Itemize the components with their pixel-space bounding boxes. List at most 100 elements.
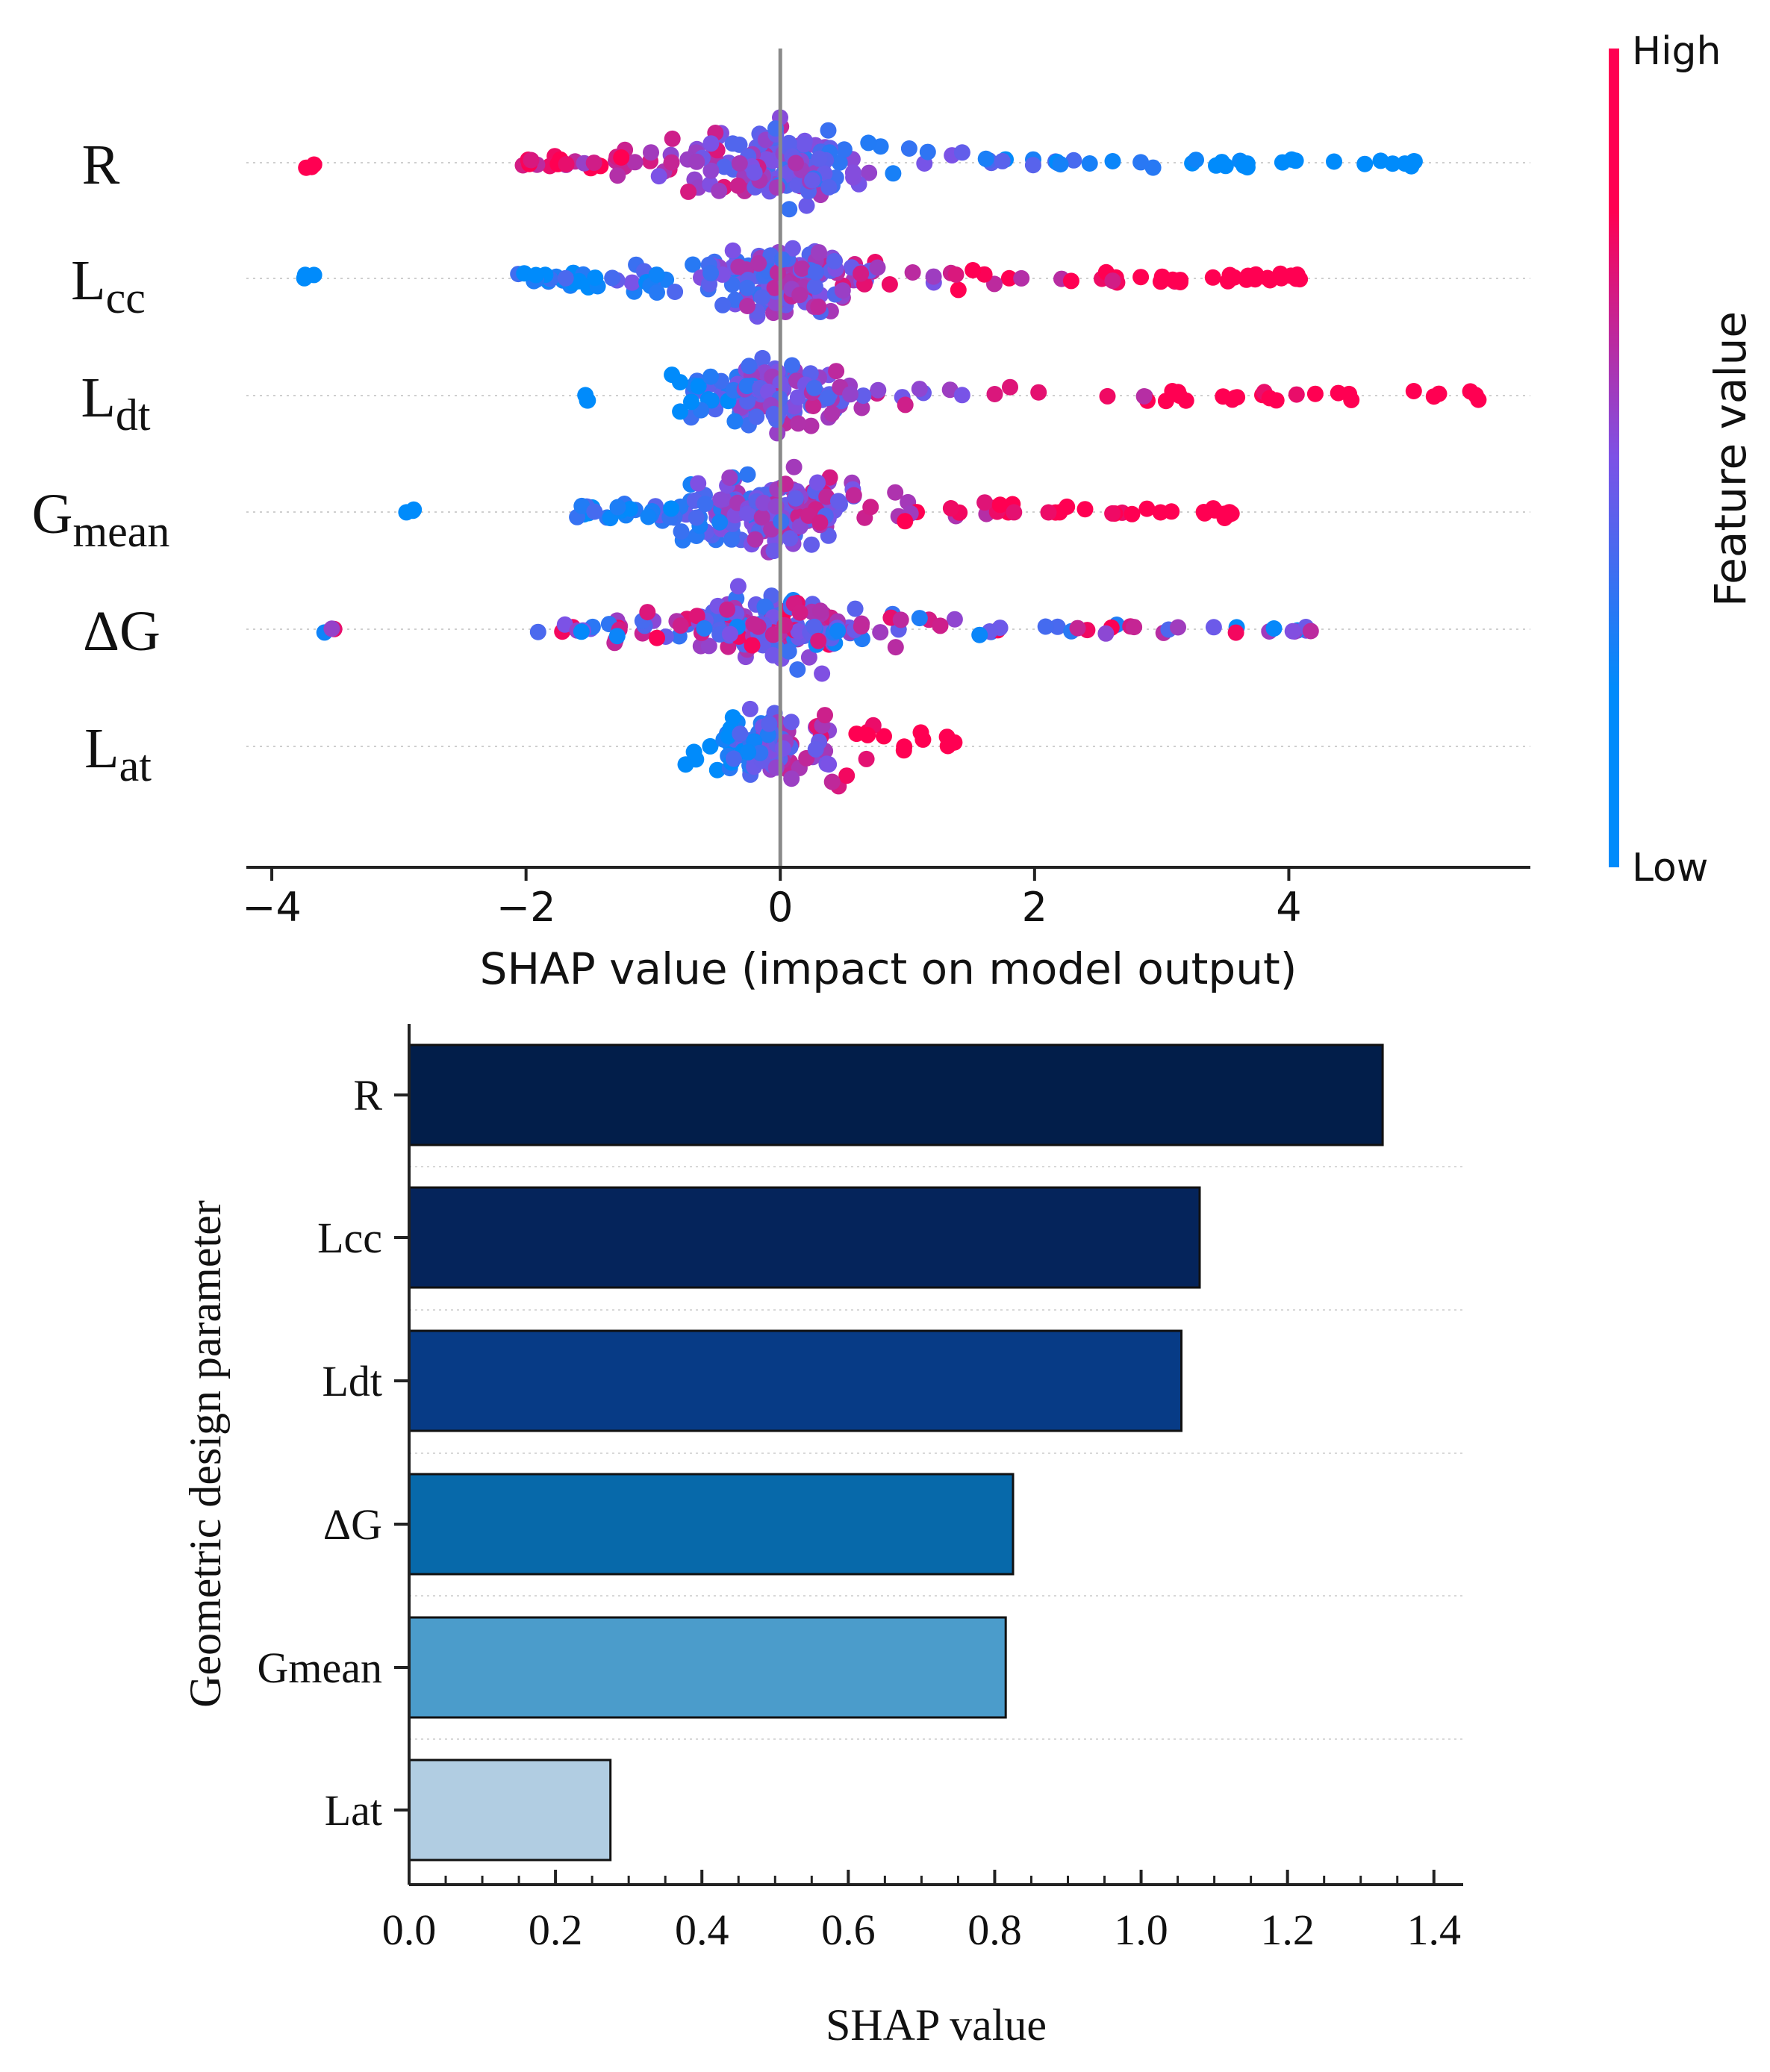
beeswarm-x-axis-label: SHAP value (impact on model output): [480, 943, 1297, 994]
bar-x-ticks: 0.0 0.2 0.4 0.6 0.8 1.0 1.2 1.4: [382, 1870, 1461, 1954]
beeswarm-point: [529, 623, 546, 640]
beeswarm-point: [298, 159, 315, 176]
beeswarm-point: [764, 626, 782, 643]
beeswarm-point: [1013, 269, 1030, 287]
beeswarm-point: [820, 122, 837, 139]
beeswarm-point: [1152, 273, 1169, 290]
beeswarm-point: [765, 405, 782, 422]
colorbar-gradient: [1609, 49, 1619, 867]
beeswarm-point: [1288, 386, 1305, 403]
beeswarm-point: [876, 728, 892, 745]
beeswarm-point: [885, 165, 902, 182]
beeswarm-feature-label: ΔG: [83, 600, 161, 663]
beeswarm-point: [723, 276, 741, 293]
beeswarm-feature-label: Lat: [84, 717, 152, 790]
beeswarm-point: [1430, 385, 1448, 402]
beeswarm-point: [1205, 500, 1222, 517]
beeswarm-point: [842, 386, 858, 403]
beeswarm-point: [835, 141, 853, 158]
beeswarm-point: [667, 284, 684, 300]
beeswarm-point: [768, 179, 785, 196]
beeswarm-point: [821, 469, 838, 486]
beeswarm-point: [690, 475, 707, 492]
beeswarm-point: [811, 514, 829, 531]
beeswarm-point: [1006, 504, 1023, 521]
beeswarm-point: [1356, 155, 1374, 172]
beeswarm-point: [585, 155, 602, 172]
beeswarm-point: [847, 600, 864, 617]
beeswarm-point: [784, 357, 800, 374]
beeswarm-point: [1124, 505, 1141, 522]
beeswarm-point: [1132, 154, 1150, 171]
beeswarm-point: [897, 513, 914, 530]
beeswarm-point: [781, 201, 798, 218]
beeswarm-point: [305, 266, 322, 284]
colorbar-high-label: High: [1632, 29, 1721, 74]
beeswarm-point: [829, 622, 847, 640]
beeswarm-point: [845, 487, 862, 504]
beeswarm-point: [946, 611, 963, 628]
beeswarm-point: [738, 505, 755, 522]
beeswarm-point: [1238, 159, 1256, 176]
beeswarm-point: [794, 260, 811, 277]
beeswarm-point: [609, 167, 626, 184]
beeswarm-point: [685, 743, 702, 761]
beeswarm-x-ticks: −4 −2 0 2 4: [242, 867, 1302, 931]
beeswarm-point: [761, 715, 778, 732]
beeswarm-point: [1170, 384, 1187, 401]
beeswarm-point: [613, 149, 630, 166]
beeswarm-point: [738, 378, 755, 395]
beeswarm-point: [787, 490, 804, 507]
beeswarm-point: [1135, 388, 1153, 405]
beeswarm-point: [745, 616, 762, 633]
beeswarm-point: [803, 417, 820, 434]
beeswarm-point: [1261, 390, 1278, 407]
beeswarm-point: [753, 289, 770, 306]
beeswarm-point: [773, 251, 791, 268]
bar-Gmean: [408, 1616, 1007, 1719]
beeswarm-point: [673, 523, 690, 540]
beeswarm-point: [1215, 388, 1232, 405]
beeswarm-point: [323, 620, 340, 637]
beeswarm-point: [730, 258, 747, 275]
beeswarm-points: [296, 109, 1487, 795]
beeswarm-point: [621, 501, 638, 517]
beeswarm-point: [812, 602, 829, 620]
beeswarm-x-tick-label: 2: [1022, 884, 1047, 931]
bar-category-label: Lcc: [317, 1214, 382, 1262]
beeswarm-point: [805, 398, 822, 414]
bar-category-label: Gmean: [258, 1644, 383, 1692]
beeswarm-point: [688, 153, 705, 170]
bar-x-axis-label: SHAP value: [826, 2000, 1047, 2050]
beeswarm-point: [800, 649, 817, 666]
beeswarm-point: [688, 608, 705, 625]
beeswarm-point: [932, 617, 949, 634]
beeswarm-point: [823, 773, 841, 790]
beeswarm-point: [904, 264, 921, 281]
beeswarm-point: [780, 643, 797, 660]
beeswarm-point: [724, 135, 741, 152]
beeswarm-point: [895, 742, 912, 759]
bar-x-tick-label: 0.2: [529, 1906, 583, 1954]
beeswarm-point: [700, 637, 717, 655]
beeswarm-point: [723, 531, 740, 548]
beeswarm-point: [754, 349, 771, 366]
beeswarm-point: [1326, 153, 1342, 170]
beeswarm-point: [1284, 622, 1301, 640]
beeswarm-point: [853, 399, 870, 416]
beeswarm-point: [1132, 269, 1150, 286]
beeswarm-point: [834, 282, 851, 299]
beeswarm-point: [805, 379, 823, 396]
beeswarm-point: [1065, 152, 1082, 169]
beeswarm-point: [663, 154, 680, 171]
beeswarm-point: [702, 135, 720, 152]
beeswarm-point: [774, 740, 791, 757]
beeswarm-point: [680, 183, 697, 200]
bar-x-tick-label: 0.8: [967, 1906, 1022, 1954]
beeswarm-point: [732, 725, 749, 743]
beeswarm-point: [853, 265, 870, 282]
beeswarm-point: [1302, 622, 1319, 640]
beeswarm-point: [1283, 151, 1300, 168]
beeswarm-point: [690, 378, 707, 395]
